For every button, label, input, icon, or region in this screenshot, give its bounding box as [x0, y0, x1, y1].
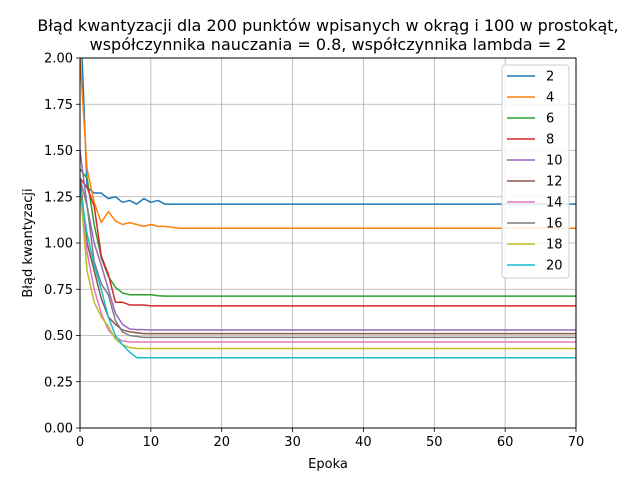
legend-label-14: 14: [546, 196, 563, 211]
x-axis-label: Epoka: [308, 457, 348, 472]
series-line-10: [80, 149, 576, 331]
series-line-6: [80, 167, 576, 297]
x-tick-label: 50: [426, 435, 443, 450]
series-line-8: [80, 177, 576, 307]
x-tick-label: 0: [76, 435, 84, 450]
series-lines: [80, 58, 576, 359]
legend-label-12: 12: [546, 175, 563, 190]
legend-label-16: 16: [546, 217, 563, 232]
series-line-16: [80, 177, 576, 339]
series-line-14: [80, 186, 576, 343]
x-tick-label: 40: [355, 435, 372, 450]
y-tick-label: 0.50: [44, 329, 73, 344]
chart-title-line-1: Błąd kwantyzacji dla 200 punktów wpisany…: [37, 16, 618, 35]
series-line-20: [80, 186, 576, 359]
y-axis-label: Błąd kwantyzacji: [21, 188, 36, 297]
series-line-18: [80, 186, 576, 350]
series-line-4: [80, 58, 576, 229]
x-tick-label: 20: [213, 435, 230, 450]
y-tick-label: 1.25: [44, 190, 73, 205]
x-tick-label: 10: [143, 435, 160, 450]
legend-label-2: 2: [546, 70, 554, 85]
series-line-2: [81, 58, 576, 205]
legend: 2 4 6 8 10 12 14 16 18 20: [501, 64, 570, 279]
y-tick-label: 0.75: [44, 283, 73, 298]
y-tick-label: 1.50: [44, 144, 73, 159]
y-tick-label: 1.00: [44, 237, 73, 252]
plot-area: [80, 58, 576, 359]
legend-label-4: 4: [546, 91, 554, 106]
y-tick-label: 2.00: [44, 52, 73, 67]
legend-label-20: 20: [546, 259, 563, 274]
legend-label-6: 6: [546, 112, 554, 127]
legend-label-10: 10: [546, 154, 563, 169]
x-tick-label: 30: [284, 435, 301, 450]
x-tick-label: 70: [568, 435, 585, 450]
legend-label-18: 18: [546, 238, 563, 253]
chart-title-line-2: współczynnika nauczania = 0.8, współczyn…: [90, 35, 567, 54]
series-line-12: [80, 177, 576, 335]
legend-label-8: 8: [546, 133, 554, 148]
y-tick-label: 0.00: [44, 422, 73, 437]
y-tick-label: 0.25: [44, 375, 73, 390]
y-tick-label: 1.75: [44, 98, 73, 113]
x-tick-label: 60: [497, 435, 514, 450]
axis-ticks: 0 10 20 30 40 50 60 70 0.00 0.25 0.50 0.75 1.00 1.25 1…: [44, 52, 584, 451]
